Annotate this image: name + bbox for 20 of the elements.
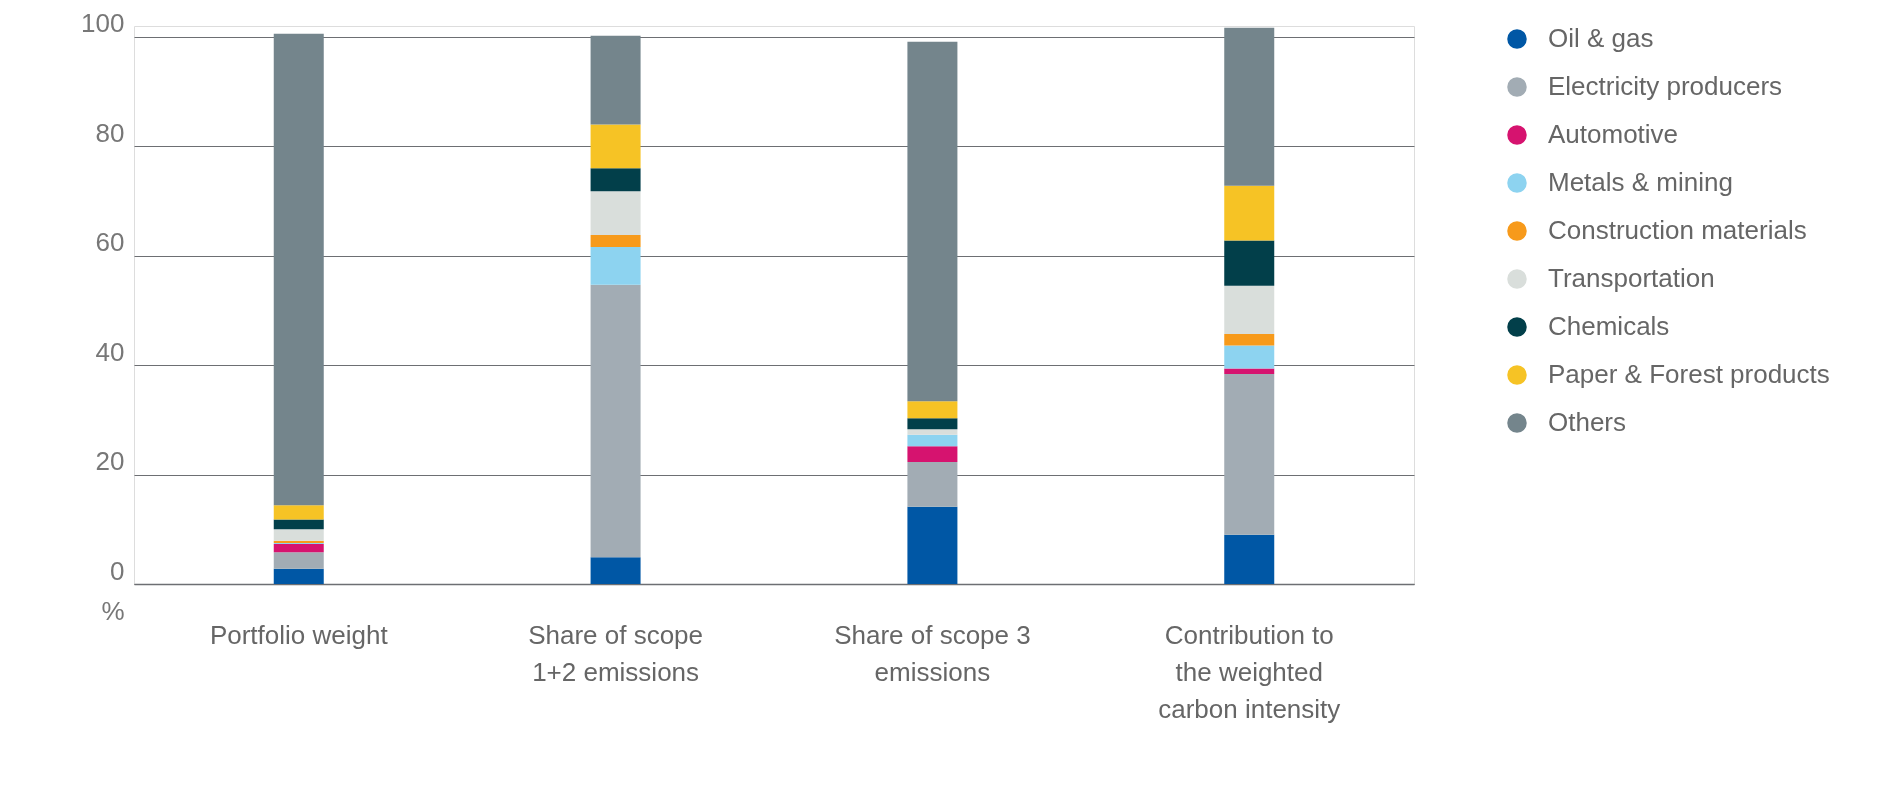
legend-label: Automotive: [1548, 119, 1679, 149]
x-tick-label: Share of scope 1+2 emissions: [528, 619, 704, 687]
y-tick-label: 80: [95, 117, 125, 148]
legend-label: Metals & mining: [1548, 167, 1733, 197]
legend-label: Others: [1548, 407, 1627, 437]
legend-label: Construction materials: [1548, 215, 1807, 245]
y-tick-label: 100: [81, 8, 125, 39]
y-tick-label: 60: [95, 227, 125, 258]
y-axis-title: %: [101, 595, 125, 626]
x-tick-label: Portfolio weight: [209, 619, 389, 650]
legend-label: Transportation: [1548, 263, 1715, 293]
y-tick-label: 0: [110, 555, 125, 586]
legend-label: Electricity producers: [1548, 71, 1783, 101]
legend-label: Paper & Forest products: [1548, 359, 1830, 389]
x-tick-label: Share of scope 3 emissions: [834, 619, 1031, 687]
legend-label: Chemicals: [1548, 311, 1670, 341]
x-tick-label: Contribution to the weighted carbon intensity: [1158, 619, 1341, 724]
y-tick-label: 40: [95, 336, 125, 367]
legend-label: Oil & gas: [1548, 23, 1654, 53]
y-tick-label: 20: [95, 446, 125, 477]
